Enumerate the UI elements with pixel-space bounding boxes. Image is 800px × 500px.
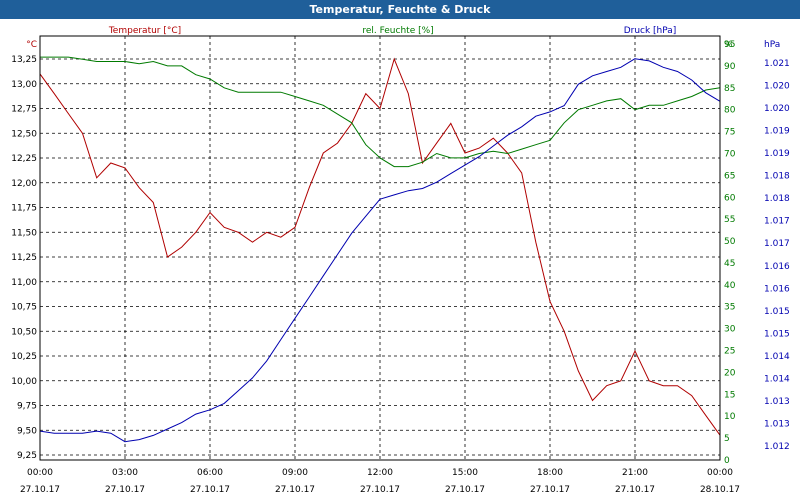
y-tick-humidity: 95 xyxy=(724,40,735,50)
pressure-series-label: Druck [hPa] xyxy=(624,26,677,36)
tick-labels: 00:00 27.10.17 03:00 27.10.17 06:00 27.10.17 0… xyxy=(11,40,790,495)
x-tick-date: 27.10.17 xyxy=(530,485,570,495)
y-tick-temperature: 12,00 xyxy=(11,179,37,189)
y-tick-temperature: 13,25 xyxy=(11,55,37,65)
y-tick-pressure: 1.016 xyxy=(764,262,790,272)
y-tick-humidity: 40 xyxy=(724,281,736,291)
y-tick-pressure: 1.016 xyxy=(764,284,790,294)
y-tick-temperature: 11,75 xyxy=(11,204,37,214)
y-tick-humidity: 45 xyxy=(724,259,735,269)
series-line-temperature xyxy=(39,57,721,436)
title-bar: Temperatur, Feuchte & Druck xyxy=(0,0,800,19)
temperature-series-label: Temperatur [°C] xyxy=(108,26,181,36)
y-tick-temperature: 10,50 xyxy=(11,327,37,337)
y-tick-pressure: 1.019 xyxy=(764,127,790,137)
x-tick-date: 27.10.17 xyxy=(20,485,60,495)
y-tick-humidity: 65 xyxy=(724,171,735,181)
x-tick-time: 12:00 xyxy=(367,468,393,478)
series-line-pressure xyxy=(39,58,721,443)
y-tick-humidity: 30 xyxy=(724,325,736,335)
y-tick-temperature: 12,25 xyxy=(11,154,37,164)
x-tick-date: 27.10.17 xyxy=(105,485,145,495)
y-tick-pressure: 1.014 xyxy=(764,352,790,362)
x-tick-time: 15:00 xyxy=(452,468,478,478)
y-tick-humidity: 35 xyxy=(724,303,735,313)
x-tick-time: 00:00 xyxy=(27,468,53,478)
y-tick-pressure: 1.017 xyxy=(764,217,790,227)
y-tick-humidity: 70 xyxy=(724,149,736,159)
y-tick-humidity: 20 xyxy=(724,368,736,378)
y-tick-temperature: 13,00 xyxy=(11,80,37,90)
y-tick-pressure: 1.018 xyxy=(764,194,790,204)
x-tick-time: 09:00 xyxy=(282,468,308,478)
y-tick-temperature: 11,00 xyxy=(11,278,37,288)
y-tick-humidity: 90 xyxy=(724,62,736,72)
y-tick-pressure: 1.013 xyxy=(764,419,790,429)
y-tick-pressure: 1.015 xyxy=(764,329,790,339)
x-tick-date: 27.10.17 xyxy=(190,485,230,495)
grid xyxy=(40,36,720,460)
y-tick-temperature: 9,25 xyxy=(17,451,37,461)
y-tick-humidity: 15 xyxy=(724,390,735,400)
y-tick-pressure: 1.021 xyxy=(764,59,790,69)
series-layer xyxy=(39,56,721,443)
y-tick-humidity: 55 xyxy=(724,215,735,225)
x-tick-date: 27.10.17 xyxy=(275,485,315,495)
y-tick-humidity: 60 xyxy=(724,193,736,203)
plot-border xyxy=(39,35,721,461)
x-tick-date: 27.10.17 xyxy=(445,485,485,495)
x-tick-date: 28.10.17 xyxy=(700,485,740,495)
y-tick-pressure: 1.015 xyxy=(764,307,790,317)
y-tick-pressure: 1.018 xyxy=(764,172,790,182)
y-tick-humidity: 25 xyxy=(724,347,735,357)
y-tick-temperature: 10,75 xyxy=(11,303,37,313)
y-tick-humidity: 80 xyxy=(724,106,736,116)
y-tick-humidity: 75 xyxy=(724,128,735,138)
series-line-humidity xyxy=(40,56,721,168)
y-tick-pressure: 1.013 xyxy=(764,397,790,407)
x-tick-time: 06:00 xyxy=(197,468,223,478)
y-tick-pressure: 1.017 xyxy=(764,239,790,249)
y-tick-pressure: 1.020 xyxy=(764,104,790,114)
y-tick-humidity: 0 xyxy=(724,456,730,466)
pressure-unit-label: hPa xyxy=(764,40,780,50)
y-tick-humidity: 10 xyxy=(724,412,736,422)
x-tick-time: 03:00 xyxy=(112,468,138,478)
humidity-unit-label: % xyxy=(724,40,733,50)
y-tick-temperature: 11,50 xyxy=(11,228,37,238)
axis-titles: °C% hPa Temperatur [°C] rel. Feuchte [%] Dru… xyxy=(26,26,780,50)
humidity-series-label: rel. Feuchte [%] xyxy=(362,26,433,36)
y-tick-pressure: 1.020 xyxy=(764,82,790,92)
x-tick-date: 27.10.17 xyxy=(360,485,400,495)
x-tick-time: 18:00 xyxy=(537,468,563,478)
y-tick-humidity: 50 xyxy=(724,237,736,247)
y-tick-humidity: 85 xyxy=(724,84,735,94)
y-tick-temperature: 12,75 xyxy=(11,105,37,115)
y-tick-pressure: 1.019 xyxy=(764,149,790,159)
y-tick-temperature: 10,25 xyxy=(11,352,37,362)
temperature-unit-label: °C xyxy=(26,40,37,50)
y-tick-temperature: 9,75 xyxy=(17,402,37,412)
y-tick-temperature: 9,50 xyxy=(17,426,37,436)
y-tick-temperature: 11,25 xyxy=(11,253,37,263)
x-tick-date: 27.10.17 xyxy=(615,485,655,495)
y-tick-temperature: 12,50 xyxy=(11,129,37,139)
x-tick-time: 00:00 xyxy=(707,468,733,478)
x-tick-time: 21:00 xyxy=(622,468,648,478)
y-tick-humidity: 5 xyxy=(724,434,730,444)
y-tick-temperature: 10,00 xyxy=(11,377,37,387)
y-tick-pressure: 1.012 xyxy=(764,442,790,452)
y-tick-pressure: 1.014 xyxy=(764,374,790,384)
window-title: Temperatur, Feuchte & Druck xyxy=(309,3,491,16)
